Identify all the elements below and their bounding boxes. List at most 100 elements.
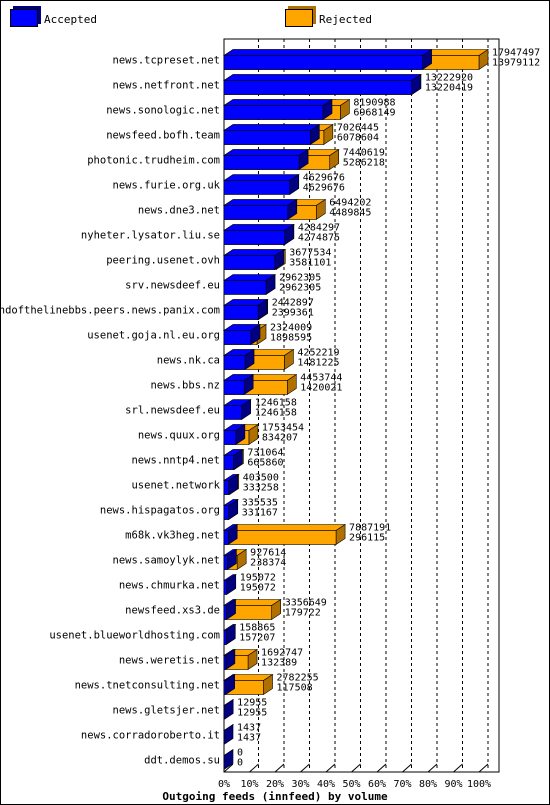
accepted-value-label: 12955 [237,708,267,719]
tick-mark [402,763,412,773]
tick-mark [325,763,336,773]
rejected-value-label: 12955 [237,698,267,709]
category-label: newsfeed.bofh.team [106,130,220,142]
x-tick-label: 30% [291,779,309,790]
rejected-value-label: 7440619 [343,148,385,159]
accepted-bar [223,155,300,170]
accepted-bar [223,655,227,670]
accepted-bar-top [223,174,300,181]
rejected-value-label: 17947497 [492,48,540,59]
category-label: news.bbs.nz [150,380,220,392]
x-tick-label: 40% [317,779,335,790]
category-label: photonic.trudheim.com [87,155,220,167]
accepted-bar [223,80,413,95]
accepted-bar-top [223,124,321,131]
category-label: news.netfront.net [113,80,220,92]
rejected-value-label: 2442897 [272,298,314,309]
accepted-bar [223,530,229,545]
category-label: news.furie.org.uk [113,180,221,192]
rejected-value-label: 731064 [247,448,283,459]
rejected-value-label: 1437 [237,723,261,734]
accepted-value-label: 1420021 [300,383,342,394]
accepted-bar [223,380,245,395]
accepted-bar [223,180,291,195]
tick-mark [478,763,489,773]
accepted-bar [223,305,259,320]
rejected-value-label: 1692747 [261,648,303,659]
accepted-bar [223,330,252,345]
rejected-value-label: 3356649 [285,598,327,609]
rejected-value-label: 195072 [240,573,276,584]
category-label: endofthelinebbs.peers.news.panix.com [0,305,220,317]
accepted-value-label: 333258 [243,483,279,494]
category-label: news.tcpreset.net [113,55,220,67]
category-label: srl.newsdeef.eu [125,405,220,417]
accepted-bar [223,205,289,220]
accepted-bar [223,405,243,420]
accepted-value-label: 331167 [242,508,278,519]
tick-mark [351,763,361,773]
rejected-value-label: 13222920 [425,73,473,84]
rejected-value-label: 0 [237,748,243,759]
accepted-value-label: 117508 [277,683,313,694]
accepted-value-label: 4629676 [303,183,345,194]
rejected-value-label: 1246158 [255,398,297,409]
x-tick-label: 90% [444,779,462,790]
category-label: srv.newsdeef.eu [125,280,220,292]
accepted-bar-top [223,249,285,256]
x-axis-title: Outgoing feeds (innfeed) by volume [162,790,388,803]
accepted-bar [223,555,228,570]
accepted-value-label: 3581101 [289,258,331,269]
accepted-bar [223,130,311,145]
category-label: news.dne3.net [138,205,220,217]
category-label: news.hispagatos.org [100,505,220,517]
accepted-bar [223,480,230,495]
rejected-bar-top [223,524,347,531]
accepted-value-label: 834207 [262,433,298,444]
accepted-value-label: 1246158 [255,408,297,419]
accepted-value-label: 195072 [240,583,276,594]
x-tick-label: 10% [240,779,258,790]
rejected-value-label: 2962305 [279,273,321,284]
rejected-value-label: 3677534 [289,248,331,259]
x-tick-label: 20% [266,779,284,790]
x-tick-label: 70% [393,779,411,790]
accepted-bar-top [223,149,310,156]
category-label: news.chmurka.net [119,580,220,592]
accepted-bar [223,630,227,645]
category-label: usenet.goja.nl.eu.org [87,330,220,342]
tick-mark [376,763,387,773]
accepted-bar [223,455,234,470]
category-label: news.quux.org [138,430,220,442]
x-tick-label: 80% [419,779,437,790]
accepted-value-label: 0 [237,758,243,769]
category-label: news.weretis.net [119,655,220,667]
tick-mark [427,763,438,773]
accepted-bar-top [223,49,433,56]
accepted-value-label: 296115 [349,533,385,544]
rejected-value-label: 8190988 [353,98,395,109]
accepted-value-label: 1481225 [297,358,339,369]
category-label: m68k.vk3heg.net [125,530,220,542]
accepted-bar-side [225,623,236,646]
accepted-bar-top [223,224,295,231]
rejected-value-label: 158865 [239,623,275,634]
accepted-value-label: 6078604 [337,133,379,144]
accepted-value-label: 4274875 [298,233,340,244]
rejected-value-label: 927614 [250,548,286,559]
category-label: news.samoylyk.net [113,555,220,567]
rejected-value-label: 4453744 [300,373,342,384]
category-label: usenet.blueworldhosting.com [49,630,220,642]
accepted-bar [223,355,246,370]
rejected-value-label: 1753454 [262,423,304,434]
accepted-value-label: 5286218 [343,158,385,169]
tick-mark [223,763,234,773]
accepted-bar-side [223,723,234,746]
accepted-value-label: 1898595 [270,333,312,344]
accepted-bar [223,255,276,270]
accepted-bar-top [223,74,422,81]
category-label: ddt.demos.su [144,755,220,767]
category-label: news.sonologic.net [106,105,220,117]
legend-accepted-swatch [10,9,38,27]
